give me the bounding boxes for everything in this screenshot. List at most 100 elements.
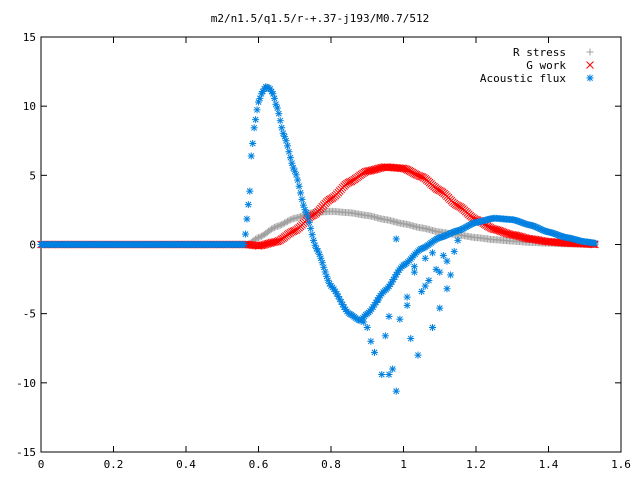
y-tick-label: 0 [29,239,36,252]
data-point [260,240,269,249]
data-point [360,318,368,326]
data-point [276,221,284,229]
chart-title: m2/n1.5/q1.5/r-+.37-j193/M0.7/512 [211,12,430,25]
data-point [374,164,383,173]
data-point [252,235,260,243]
data-point [253,106,261,114]
data-point [385,371,393,379]
data-point [308,231,316,239]
data-point [369,166,377,174]
data-point [410,263,418,271]
data-point [436,268,444,276]
data-point [246,187,254,195]
data-point [495,226,504,235]
data-point [275,222,283,230]
data-point [257,241,266,250]
data-point [263,240,272,248]
data-point [447,271,455,279]
data-point [439,252,447,260]
data-point [281,219,289,227]
data-point [288,159,296,167]
data-point [240,241,248,248]
data-point [295,182,303,190]
data-point [378,371,386,379]
data-point [429,324,436,331]
y-tick-label: -5 [23,308,36,321]
data-point [392,387,400,395]
data-point [270,94,278,102]
data-point [250,124,258,132]
data-point [366,166,375,175]
data-point [256,233,264,241]
data-point [429,249,436,257]
data-point [396,315,404,323]
data-point [270,223,278,231]
data-point [286,216,294,224]
y-tick-label: 5 [29,169,36,182]
legend-marker [586,48,594,56]
x-tick-label: 1.6 [611,458,631,471]
data-point [363,324,371,331]
y-tick-label: -15 [16,446,36,459]
data-point [403,293,411,301]
data-point [501,228,509,237]
data-point [514,232,522,240]
data-point [298,195,306,203]
data-point [297,213,305,221]
data-point [432,265,440,273]
data-point [372,165,380,174]
data-point [493,226,502,234]
legend-label: G work [526,59,566,72]
data-point [367,337,375,345]
data-point [371,348,378,356]
data-point [314,247,322,255]
data-point [392,235,400,243]
x-tick-label: 0.8 [321,458,341,471]
data-point [247,152,255,160]
data-point [381,332,389,340]
data-point [370,165,379,174]
data-point [320,263,328,271]
data-point [399,164,408,173]
y-tick-label: -10 [16,377,36,390]
data-point [374,296,382,304]
data-point [275,110,283,118]
data-point [421,254,429,262]
data-point [266,239,274,247]
data-point [414,351,422,359]
data-point [504,229,512,238]
data-point [511,231,520,240]
data-point [292,171,300,179]
series-3 [360,235,462,395]
data-point [244,201,252,209]
legend-label: Acoustic flux [480,72,566,85]
data-point [249,139,257,147]
data-point [282,218,290,226]
data-point [286,154,294,162]
data-point [252,116,260,124]
axis-ticks: 0 0.2 0.4 0.6 0.8 1 1.2 1.4 1.6 -15 -10 -5 0 5 10 15 [16,31,631,471]
data-point [591,239,599,247]
data-point [269,90,277,98]
data-marks [37,83,599,395]
data-point [418,288,426,296]
data-point [304,213,312,221]
data-point [321,268,329,276]
data-point [410,268,418,276]
x-tick-label: 0 [38,458,45,471]
data-point [285,217,293,225]
legend-marker [586,61,594,69]
series-2 [37,83,599,325]
data-point [450,247,458,255]
legend-marker [586,74,594,82]
data-point [268,225,276,233]
data-point [490,225,499,234]
y-tick-label: 10 [23,100,36,113]
x-tick-label: 0.4 [176,458,196,471]
data-point [294,176,302,184]
data-point [403,301,411,309]
data-point [276,117,284,125]
data-point [255,234,262,242]
data-point [269,224,277,232]
data-point [299,201,307,209]
